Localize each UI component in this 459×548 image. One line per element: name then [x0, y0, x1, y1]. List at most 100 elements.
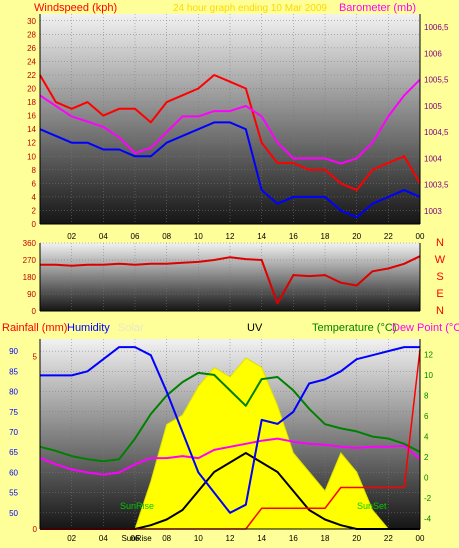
- humidity-label: Humidity: [67, 322, 110, 334]
- wind-ytick-label: 18: [27, 98, 36, 107]
- temp-ytick-label: 0: [424, 474, 429, 483]
- sunset-annotation: SunSet: [357, 501, 387, 511]
- wind-grid: [40, 14, 421, 225]
- wind-xtick-label: 14: [257, 232, 266, 241]
- tick-labels: 02468101214161820222426283010031003,5100…: [9, 17, 449, 543]
- series-line-humidity: [40, 346, 420, 514]
- humidity-ytick-label: 90: [9, 347, 18, 356]
- humidity-ytick-label: 65: [9, 448, 18, 457]
- barometer-ytick-label: 1003: [424, 207, 442, 216]
- chart-title: 24 hour graph ending 10 Mar 2009: [173, 3, 327, 14]
- conditions-xtick-label: 04: [99, 534, 108, 543]
- series-line-wind-direction: [40, 255, 421, 305]
- conditions-xtick-label: 16: [289, 534, 298, 543]
- compass-label: E: [436, 288, 443, 300]
- series-line-barometer: [39, 78, 421, 165]
- uv-label: UV: [247, 322, 263, 334]
- barometer-ytick-label: 1006: [424, 49, 442, 58]
- wind-ytick-label: 16: [27, 112, 36, 121]
- temp-ytick-label: -4: [424, 515, 432, 524]
- series-line-average-wind: [39, 121, 421, 219]
- wind-ytick-label: 6: [32, 179, 37, 188]
- humidity-ytick-label: 50: [9, 509, 18, 518]
- barometer-ytick-label: 1004: [424, 154, 442, 163]
- conditions-xtick-label: 20: [352, 534, 361, 543]
- conditions-xtick-label: 08: [162, 534, 171, 543]
- humidity-ytick-label: 55: [9, 489, 18, 498]
- barometer-ytick-label: 1004,5: [424, 128, 449, 137]
- wind-xtick-label: 04: [99, 232, 108, 241]
- barometer-ytick-label: 1003,5: [424, 181, 449, 190]
- temp-ytick-label: 2: [424, 453, 429, 462]
- wind-xtick-label: 00: [416, 232, 425, 241]
- wind-xtick-label: 12: [226, 232, 235, 241]
- conditions-xtick-label: 18: [321, 534, 330, 543]
- conditions-xtick-label: 12: [226, 534, 235, 543]
- temp-ytick-label: 12: [424, 350, 433, 359]
- wind-ytick-label: 26: [27, 44, 36, 53]
- conditions-xtick-label: 22: [384, 534, 393, 543]
- sunrise-annotation: SunRise: [120, 501, 154, 511]
- temp-ytick-label: -2: [424, 494, 432, 503]
- wind-ytick-label: 4: [32, 193, 37, 202]
- wind-xtick-label: 08: [162, 232, 171, 241]
- wind-ytick-label: 0: [32, 220, 37, 229]
- conditions-xtick-label: 10: [194, 534, 203, 543]
- direction-ytick-label: 0: [32, 307, 37, 316]
- wind-ytick-label: 22: [27, 71, 36, 80]
- wind-ytick-label: 30: [27, 17, 36, 26]
- wind-xtick-label: 10: [194, 232, 203, 241]
- compass-label: N: [436, 237, 444, 249]
- barometer-ytick-label: 1005,5: [424, 76, 449, 85]
- temp-ytick-label: 6: [424, 412, 429, 421]
- wind-ytick-label: 2: [32, 206, 37, 215]
- sunrise-xtick-label: SunRise: [121, 534, 152, 543]
- rainfall-label: Rainfall (mm): [2, 322, 67, 334]
- conditions-xtick-label: 00: [416, 534, 425, 543]
- humidity-ytick-label: 80: [9, 388, 18, 397]
- wind-xtick-label: 18: [321, 232, 330, 241]
- direction-ytick-label: 360: [23, 239, 37, 248]
- wind-ytick-label: 10: [27, 152, 36, 161]
- rain-ytick-label: 5: [33, 352, 38, 361]
- temperature-label: Temperature (°C): [312, 322, 396, 334]
- compass-label: S: [436, 271, 443, 283]
- wind-ytick-label: 14: [27, 125, 36, 134]
- temp-ytick-label: 10: [424, 371, 433, 380]
- conditions-xtick-label: 06: [131, 534, 140, 543]
- wind-xtick-label: 20: [352, 232, 361, 241]
- wind-ytick-label: 12: [27, 139, 36, 148]
- barometer-ytick-label: 1005: [424, 102, 442, 111]
- series-line-temperature: [39, 371, 421, 463]
- wind-xtick-label: 06: [131, 232, 140, 241]
- direction-ytick-label: 180: [23, 273, 37, 282]
- wind-xtick-label: 02: [67, 232, 76, 241]
- wind-ytick-label: 28: [27, 30, 36, 39]
- solar-label: Solar: [118, 322, 144, 334]
- humidity-ytick-label: 85: [9, 367, 18, 376]
- humidity-ytick-label: 60: [9, 468, 18, 477]
- wind-xtick-label: 22: [384, 232, 393, 241]
- wind-ytick-label: 20: [27, 85, 36, 94]
- rain-ytick-label: 0: [33, 525, 38, 534]
- series-line-wind-gust: [39, 74, 421, 192]
- temp-ytick-label: 8: [424, 391, 429, 400]
- humidity-ytick-label: 70: [9, 428, 18, 437]
- temp-ytick-label: 4: [424, 433, 429, 442]
- compass-label: W: [435, 254, 446, 266]
- windspeed-axis-label: Windspeed (kph): [34, 2, 117, 14]
- wind-ytick-label: 8: [32, 166, 37, 175]
- dewpoint-label: Dew Point (°C): [392, 322, 459, 334]
- wind-ytick-label: 24: [27, 57, 36, 66]
- series-line-dew-point: [39, 437, 421, 476]
- conditions-xtick-label: 14: [257, 534, 266, 543]
- compass-label: N: [436, 305, 444, 317]
- direction-ytick-label: 90: [27, 290, 36, 299]
- barometer-ytick-label: 1006,5: [424, 23, 449, 32]
- humidity-ytick-label: 75: [9, 408, 18, 417]
- wind-xtick-label: 16: [289, 232, 298, 241]
- conditions-xtick-label: 02: [67, 534, 76, 543]
- direction-ytick-label: 270: [23, 256, 37, 265]
- barometer-axis-label: Barometer (mb): [339, 2, 416, 14]
